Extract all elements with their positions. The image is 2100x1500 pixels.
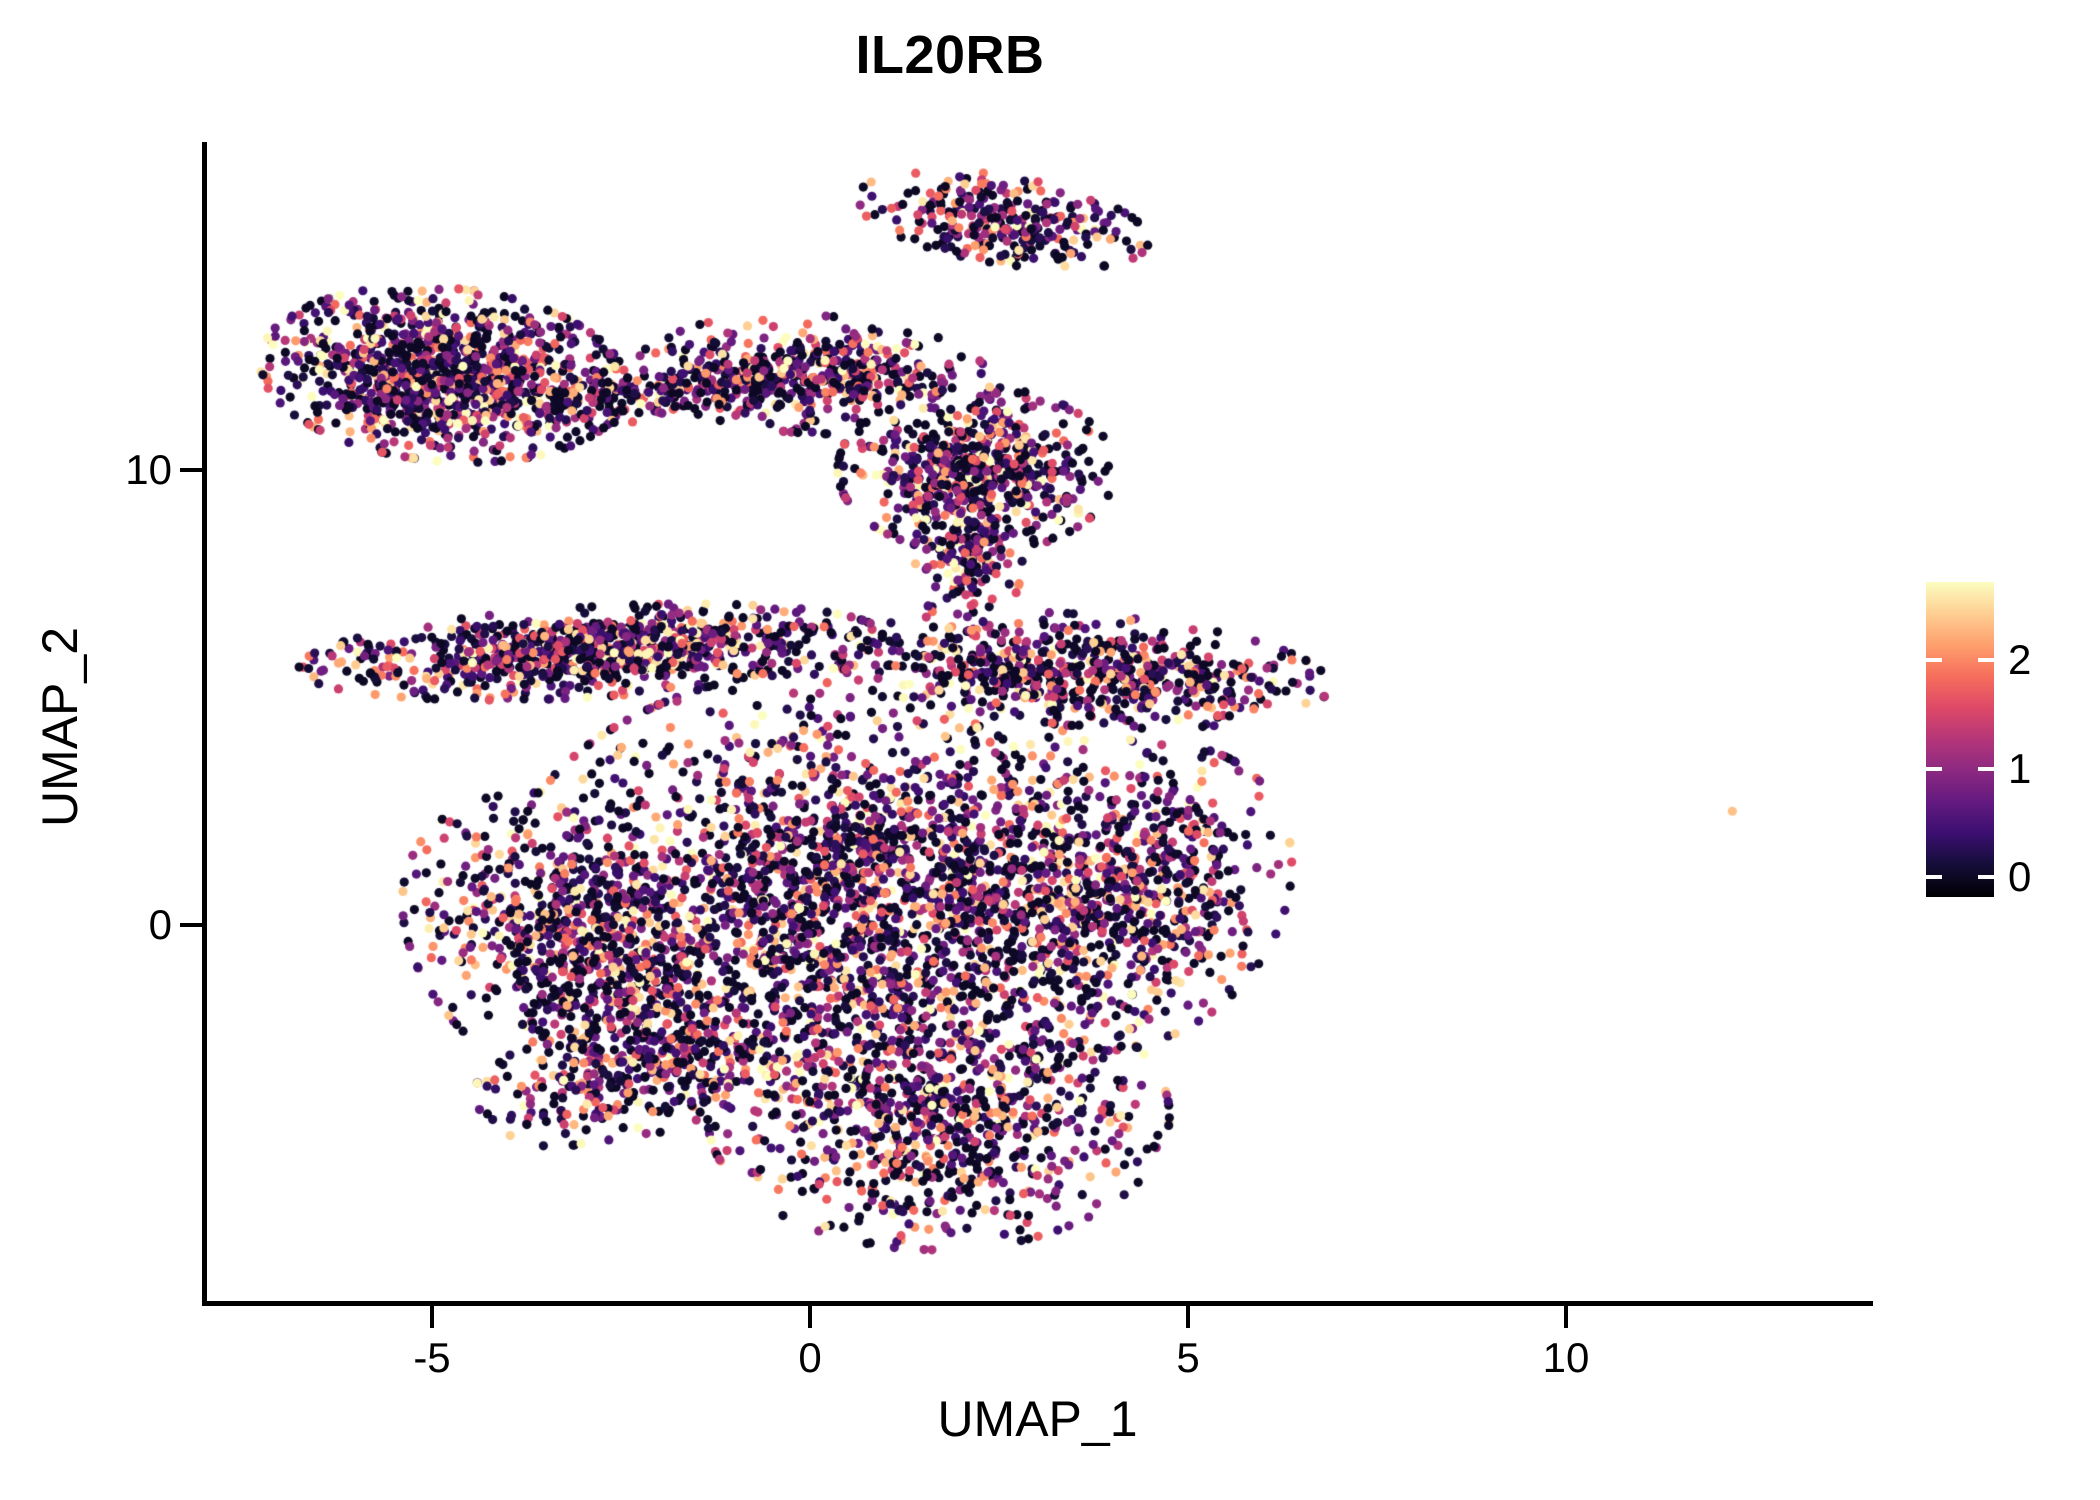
colorbar-tick-2-left: [1926, 658, 1942, 662]
x-axis-tick-minus5: [430, 1306, 434, 1328]
colorbar-gradient: [1926, 582, 1994, 897]
x-axis-tick-label-minus5: -5: [413, 1334, 451, 1381]
colorbar-label-0: 0: [2008, 853, 2032, 900]
x-axis-title: UMAP_1: [937, 1391, 1138, 1447]
colorbar-label-2: 2: [2008, 636, 2032, 683]
colorbar-label-1: 1: [2008, 745, 2032, 792]
x-axis-tick-0: [808, 1306, 812, 1328]
y-axis-title: UMAP_2: [32, 626, 88, 828]
x-axis-tick-label-10: 10: [1542, 1334, 1590, 1381]
colorbar-tick-0-left: [1926, 875, 1942, 879]
colorbar-legend: 2 1 0: [1926, 582, 2031, 900]
y-axis-tick-label-10: 10: [125, 446, 172, 493]
x-axis-tick-label-0: 0: [798, 1334, 822, 1381]
y-axis-tick-10: [180, 468, 202, 472]
x-axis-tick-10: [1564, 1306, 1568, 1328]
x-axis-tick-5: [1186, 1306, 1190, 1328]
colorbar-tick-2-right: [1978, 658, 1994, 662]
colorbar-tick-1-left: [1926, 767, 1942, 771]
x-axis-tick-label-5: 5: [1176, 1334, 1200, 1381]
y-axis-tick-label-0: 0: [148, 901, 172, 948]
y-axis-line: [202, 142, 207, 1306]
y-axis-tick-0: [180, 923, 202, 927]
colorbar-tick-1-right: [1978, 767, 1994, 771]
x-axis-line: [202, 1301, 1873, 1306]
colorbar-tick-0-right: [1978, 875, 1994, 879]
